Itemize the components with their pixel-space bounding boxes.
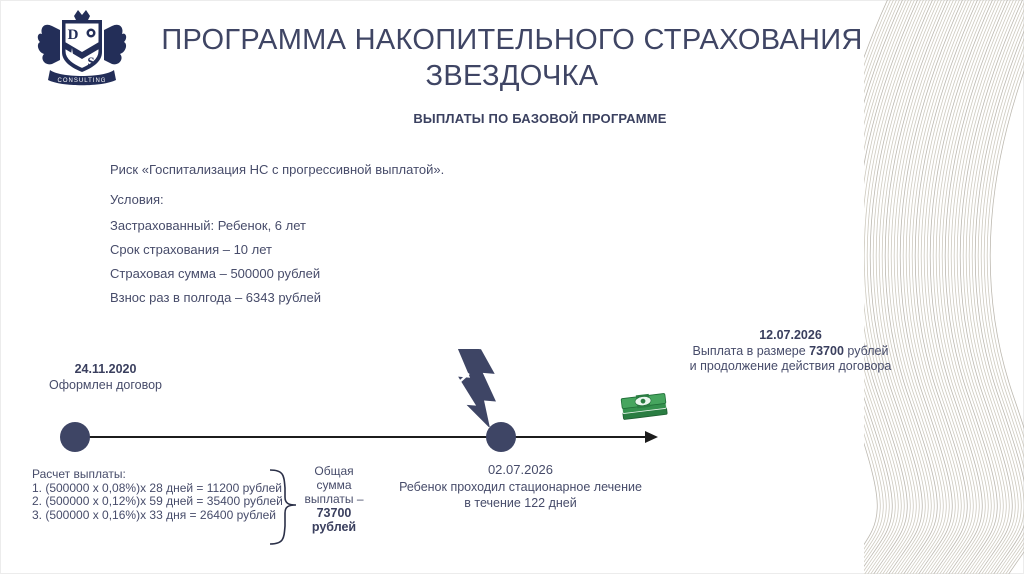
calculation-line-3: 3. (500000 x 0,16%)x 33 дня = 26400 рубл…: [32, 507, 276, 522]
condition-term: Срок страхования – 10 лет: [110, 242, 272, 257]
total-word-2: сумма: [316, 478, 352, 492]
left-griffin-icon: [37, 24, 60, 65]
timeline-dot-contract: [60, 422, 90, 452]
timeline-line: [75, 436, 647, 438]
risk-text: Риск «Госпитализация НС с прогрессивной …: [110, 162, 445, 177]
logo-banner-text: CONSULTING: [58, 78, 107, 84]
company-logo: D S CONSULTING: [30, 8, 134, 96]
curly-brace: [262, 462, 306, 554]
payout-text-line2: и продолжение действия договора: [689, 359, 892, 373]
payout-date: 12.07.2026: [759, 328, 822, 342]
logo-letter-d: D: [68, 27, 79, 43]
logo-ribbon: [48, 70, 116, 86]
right-griffin-icon: [104, 24, 127, 65]
calculation-line-1: 1. (500000 x 0,08%)x 28 дней = 11200 руб…: [32, 480, 282, 495]
event-date: 02.07.2026: [487, 462, 554, 477]
money-stack-icon: [620, 388, 668, 422]
total-payout-block: Общая сумма выплаты – 73700 рублей: [297, 464, 371, 534]
total-word-1: Общая: [314, 464, 354, 478]
payout-label: 12.07.2026 Выплата в размере 73700 рубле…: [688, 328, 893, 375]
decorative-wave-texture: [864, 0, 1024, 574]
timeline-arrowhead-icon: [645, 431, 658, 443]
total-word-3: выплаты –: [304, 492, 364, 506]
crown-icon: [74, 10, 90, 20]
contract-text: Оформлен договор: [48, 378, 162, 392]
timeline-dot-event: [486, 422, 516, 452]
event-text-line2: в течение 122 дней: [464, 496, 577, 510]
payout-amount: 73700: [809, 343, 844, 358]
condition-premium: Взнос раз в полгода – 6343 рублей: [110, 290, 321, 305]
contract-label: 24.11.2020 Оформлен договор: [38, 361, 173, 393]
contract-date: 24.11.2020: [74, 362, 137, 376]
lightning-bolt-icon: [452, 347, 500, 429]
condition-insured: Застрахованный: Ребенок, 6 лет: [110, 218, 306, 233]
total-amount: 73700: [316, 506, 352, 520]
payout-text-line1: Выплата в размере 73700 рублей: [692, 343, 889, 358]
torch-icon: [70, 48, 74, 60]
total-unit: рублей: [311, 520, 357, 534]
hospital-event-label: 02.07.2026 Ребенок проходил стационарное…: [393, 462, 648, 511]
logo-letter-s: S: [87, 54, 94, 69]
slide-title: ПРОГРАММА НАКОПИТЕЛЬНОГО СТРАХОВАНИЯ ЗВЕ…: [161, 24, 863, 92]
program-conditions-block: Риск «Госпитализация НС с прогрессивной …: [110, 162, 444, 314]
waves-svg: [864, 0, 1024, 574]
calculation-title: Расчет выплаты:: [32, 467, 126, 481]
event-text-line1: Ребенок проходил стационарное лечение: [399, 480, 642, 494]
calculation-line-2: 2. (500000 x 0,12%)x 59 дней = 35400 руб…: [32, 494, 283, 508]
calculation-block: Расчет выплаты: 1. (500000 x 0,08%)x 28 …: [32, 467, 283, 522]
slide-subtitle: ВЫПЛАТЫ ПО БАЗОВОЙ ПРОГРАММЕ: [413, 111, 667, 126]
conditions-label: Условия:: [110, 192, 164, 207]
condition-sum: Страховая сумма – 500000 рублей: [110, 266, 321, 281]
